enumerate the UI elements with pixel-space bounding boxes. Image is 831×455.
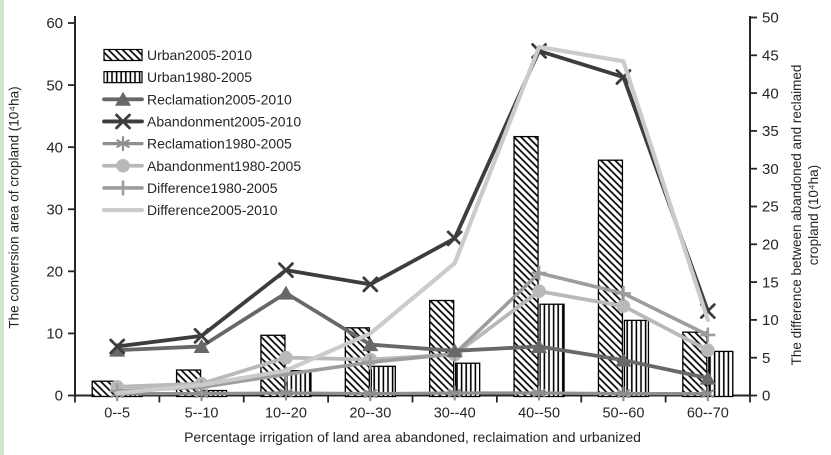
left-border-strip [0,0,4,455]
right-tick-label: 10 [762,312,779,329]
legend-item-difference-2005-2010: Difference2005-2010 [101,202,278,218]
line-difference-2005-2010 [115,44,710,396]
legend-label: Urban1980-2005 [147,69,252,85]
circle-marker [116,158,130,173]
legend-swatch [103,48,143,62]
circle-marker [616,299,631,313]
series-path [115,49,710,349]
left-tick-label: 20 [46,264,63,281]
bar [623,319,650,398]
legend-item-reclamation-2005-2010: Reclamation2005-2010 [102,91,292,107]
legend-label: Urban2005-2010 [147,47,252,63]
triangle-marker [109,342,126,357]
triangle-marker [615,352,632,367]
left-axis-title: The conversion area of cropland (10⁴ha) [6,86,22,329]
triangle-marker [699,370,716,385]
series-path [115,44,710,396]
line-reclamation-2005-2010 [109,285,716,385]
right-tick-label: 0 [762,388,770,405]
x-tick-label: 20--30 [349,406,391,422]
legend-item-abandonment-1980-2005: Abandonment1980-2005 [102,158,301,174]
legend-label: Reclamation2005-2010 [147,91,292,107]
right-tick-label: 45 [762,48,779,65]
right-axis-title: The difference between abandoned and rec… [789,64,821,366]
right-tick-label: 20 [762,237,779,254]
x-tick-label: 50--60 [602,406,644,422]
left-tick-label: 40 [46,139,63,156]
legend-item-difference-1980-2005: Difference1980-2005 [102,180,278,196]
left-tick-label: 10 [46,326,63,343]
series-path [115,271,710,393]
circle-marker [701,343,715,357]
bar [513,135,539,398]
triangle-marker [277,285,294,300]
legend-label: Difference2005-2010 [147,202,278,218]
asterisk-marker [447,388,462,398]
asterisk-marker [532,388,546,398]
left-tick-label: 60 [46,15,63,32]
right-tick-label: 50 [762,10,779,27]
legend: Urban2005-2010 Urban1980-2005 Reclamation2… [101,47,301,218]
x-axis-title: Percentage irrigation of land area aband… [184,429,641,445]
x-tick-label: 10--20 [265,406,307,422]
left-tick-label: 30 [46,201,63,218]
legend-label: Abandonment1980-2005 [147,158,301,174]
left-tick-label: 0 [55,388,63,405]
triangle-marker [531,338,548,353]
x-tick-label: 30--40 [434,406,476,422]
legend-item-urban-1980-2005: Urban1980-2005 [103,69,252,85]
triangle-marker [446,343,463,358]
triangle-marker [362,337,379,352]
circle-marker [279,350,293,365]
x-tick-label: 40--50 [518,406,560,422]
right-tick-label: 15 [762,274,779,291]
series-path [115,291,710,381]
triangle-marker [115,91,131,106]
right-tick-label: 5 [762,350,770,367]
legend-swatch [103,71,143,84]
asterisk-marker [279,388,293,398]
legend-item-reclamation-1980-2005: Reclamation1980-2005 [102,136,292,152]
right-tick-label: 30 [762,161,779,178]
legend-label: Abandonment2005-2010 [147,113,301,129]
asterisk-marker [116,139,130,148]
series-path [115,391,710,396]
asterisk-marker [701,389,715,398]
x-tick-label: 60--70 [687,406,729,422]
legend-item-urban-2005-2010: Urban2005-2010 [103,47,252,63]
legend-label: Difference1980-2005 [147,180,278,196]
left-axis-ticks: 0 10 20 30 40 50 60 [46,15,75,405]
asterisk-marker [363,389,378,398]
triangle-marker [193,338,210,353]
right-axis-ticks: 0 5 10 15 20 25 30 35 40 45 50 [750,10,779,405]
legend-label: Reclamation1980-2005 [147,136,292,152]
x-tick-label: 5--10 [185,406,219,422]
x-tick-label: 0--5 [104,406,130,422]
x-axis-ticks: 0--5 5--10 10--20 20--30 30--40 40--50 50--60 6… [74,395,751,422]
left-tick-label: 50 [46,77,63,94]
legend-item-abandonment-2005-2010: Abandonment2005-2010 [102,113,301,129]
right-tick-label: 25 [762,199,779,216]
circle-marker [532,284,546,299]
asterisk-marker [616,389,631,398]
right-tick-label: 40 [762,85,779,102]
right-tick-label: 35 [762,123,779,140]
